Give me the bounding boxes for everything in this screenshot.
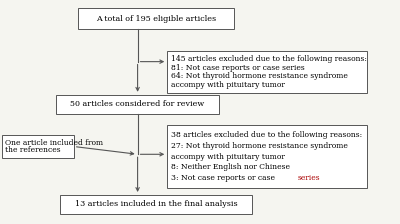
Text: 13 articles included in the final analysis: 13 articles included in the final analys… (75, 200, 238, 208)
Text: series: series (298, 174, 320, 182)
Text: A total of 195 eligible articles: A total of 195 eligible articles (96, 15, 216, 22)
Bar (167, 51, 367, 93)
Bar (78, 9, 234, 28)
Text: 27: Not thyroid hormone resistance syndrome: 27: Not thyroid hormone resistance syndr… (171, 142, 348, 150)
Text: the references: the references (5, 146, 61, 155)
Text: 38 articles excluded due to the following reasons:: 38 articles excluded due to the followin… (171, 131, 362, 139)
Text: 3: Not case reports or case: 3: Not case reports or case (171, 174, 277, 182)
Text: accompy with pituitary tumor: accompy with pituitary tumor (171, 153, 285, 161)
Text: 50 articles considered for review: 50 articles considered for review (70, 100, 205, 108)
Text: One article included from: One article included from (5, 138, 104, 146)
Bar (60, 195, 252, 214)
Bar (56, 95, 219, 114)
Text: 145 articles excluded due to the following reasons:: 145 articles excluded due to the followi… (171, 55, 367, 63)
Text: accompy with pituitary tumor: accompy with pituitary tumor (171, 81, 285, 89)
Text: 8: Neither English nor Chinese: 8: Neither English nor Chinese (171, 163, 290, 171)
Bar (2, 135, 74, 158)
Bar (167, 125, 367, 188)
Text: 81: Not case reports or case series: 81: Not case reports or case series (171, 64, 305, 71)
Text: 64: Not thyroid hormone resistance syndrome: 64: Not thyroid hormone resistance syndr… (171, 72, 348, 80)
